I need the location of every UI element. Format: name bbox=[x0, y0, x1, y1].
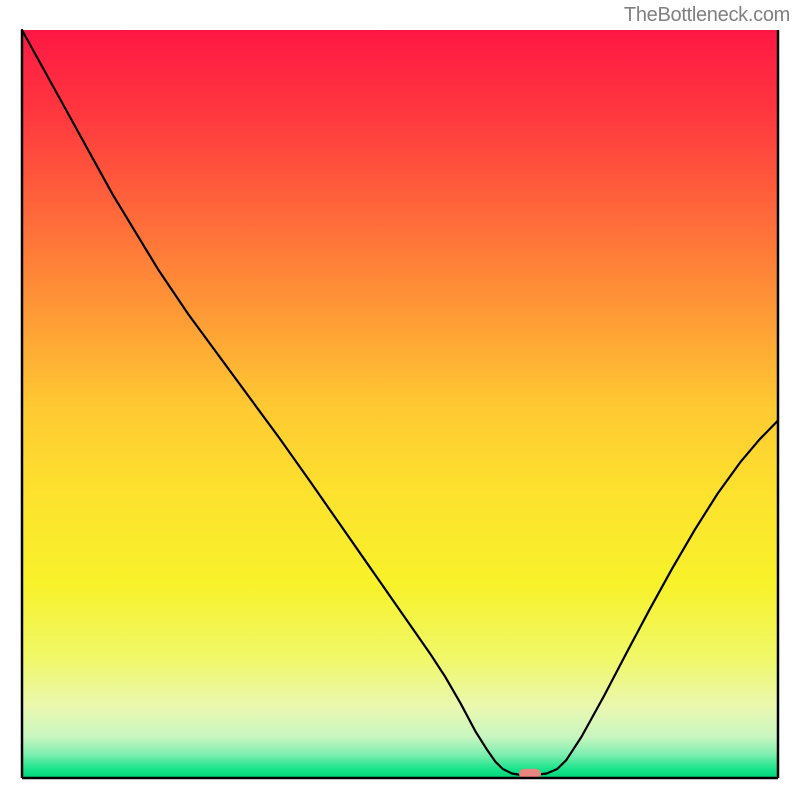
bottleneck-chart: TheBottleneck.com bbox=[0, 0, 800, 800]
gradient-background bbox=[22, 30, 778, 778]
chart-svg bbox=[0, 0, 800, 800]
